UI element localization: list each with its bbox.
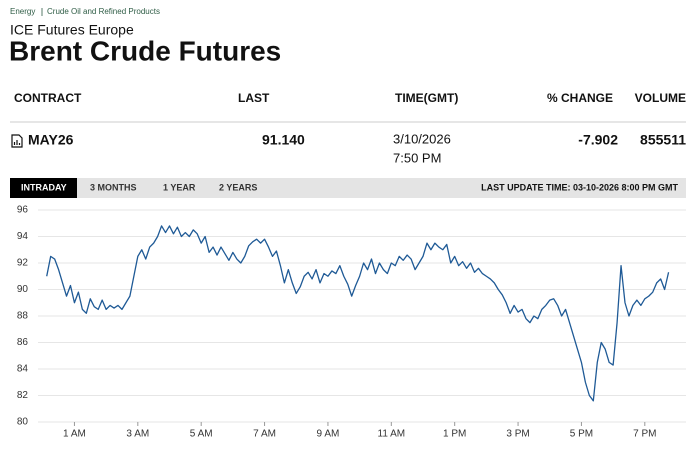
tab[interactable]: 3 MONTHS [90,182,137,192]
breadcrumb-link[interactable]: Crude Oil and Refined Products [47,7,160,16]
contract[interactable]: MAY26 [28,132,74,148]
column-header: TIME(GMT) [395,91,458,105]
exchange: ICE Futures Europe [10,22,134,38]
y-tick-label: 80 [17,417,29,428]
y-tick-label: 96 [17,205,29,216]
x-tick-label: 5 PM [570,429,593,440]
y-tick-label: 82 [17,390,29,401]
volume: 855511 [640,132,686,148]
time-date: 3/10/2026 [393,131,451,146]
y-tick-label: 92 [17,258,29,269]
y-tick-label: 86 [17,337,29,348]
x-tick-label: 1 PM [443,429,466,440]
y-tick-label: 88 [17,311,29,322]
percent-change: -7.902 [578,132,618,148]
time-clock: 7:50 PM [393,150,441,165]
tab-bar [10,178,686,198]
tab[interactable]: 2 YEARS [219,182,257,192]
tab[interactable]: INTRADAY [21,182,67,192]
last-price: 91.140 [262,132,305,148]
column-header: VOLUME [635,91,686,105]
x-tick-label: 9 AM [317,429,340,440]
column-header: LAST [238,91,270,105]
x-tick-label: 3 AM [126,429,149,440]
y-tick-label: 84 [17,364,29,375]
y-tick-label: 94 [17,231,29,242]
tab[interactable]: 1 YEAR [163,182,196,192]
breadcrumb-link[interactable]: Energy [10,7,35,16]
y-tick-label: 90 [17,284,29,295]
x-tick-label: 11 AM [378,429,406,440]
column-header: CONTRACT [14,91,82,105]
column-header: % CHANGE [547,91,613,105]
price-line [46,225,670,402]
x-tick-label: 7 AM [253,429,276,440]
tab-active [10,178,77,198]
page-title: Brent Crude Futures [9,35,281,66]
x-tick-label: 7 PM [633,429,656,440]
x-tick-label: 3 PM [506,429,529,440]
x-tick-label: 5 AM [190,429,213,440]
x-tick-label: 1 AM [63,429,86,440]
chart-icon[interactable] [11,134,23,148]
last-update: LAST UPDATE TIME: 03-10-2026 8:00 PM GMT [481,182,678,192]
